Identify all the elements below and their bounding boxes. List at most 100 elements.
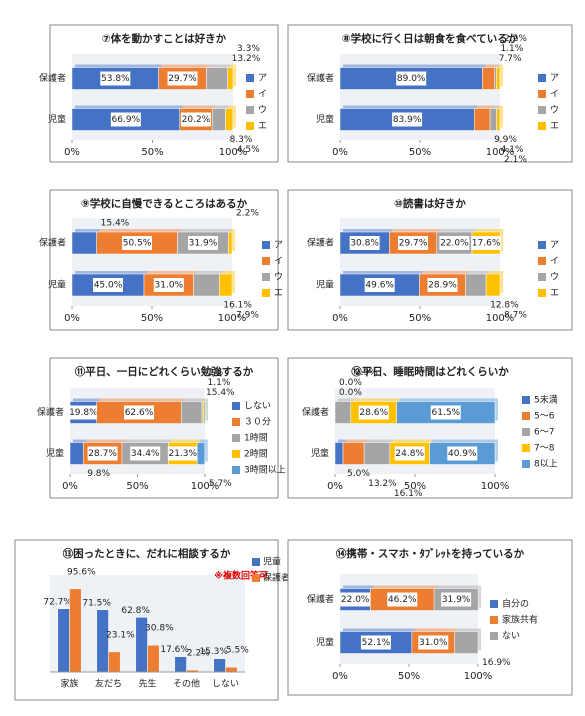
chart-title: ⑧学校に行く日は朝食を食べているか [342, 32, 519, 45]
label-box [153, 278, 184, 292]
x-tick-label: しない [212, 679, 239, 690]
legend-swatch [522, 428, 530, 436]
label-box [387, 592, 418, 607]
legend-swatch [262, 241, 270, 249]
legend-swatch [252, 574, 260, 582]
value-label: 71.5% [82, 598, 111, 608]
bar-shadow [230, 64, 236, 87]
x-tick-label: 家族 [60, 678, 78, 690]
value-label: 30.8% [350, 239, 379, 249]
chart-title: ⑩読書は好きか [394, 197, 466, 210]
value-label: 52.1% [362, 638, 391, 648]
legend-swatch [538, 241, 546, 249]
chart-title: ⑨学校に自慢できるところはあるか [81, 197, 248, 210]
bar [225, 666, 238, 673]
label-box [441, 592, 472, 607]
legend-swatch [246, 122, 254, 130]
legend-swatch [538, 106, 546, 114]
bar [203, 401, 206, 424]
legend-label: 1時間 [244, 433, 268, 444]
legend-swatch [232, 434, 240, 442]
value-label: 66.9% [112, 115, 141, 125]
value-label: 1.1% [208, 378, 231, 388]
legend-label: 3時間以上 [244, 465, 286, 476]
legend-label: エ [550, 289, 559, 299]
bar [334, 401, 352, 424]
legend-label: ３０分 [244, 417, 271, 428]
value-label: 28.6% [359, 408, 388, 418]
value-label: 28.7% [88, 449, 117, 459]
label-box [364, 278, 395, 292]
legend-swatch [262, 257, 270, 265]
label-box [100, 71, 131, 86]
value-label: 72.7% [43, 597, 72, 607]
label-box [122, 236, 153, 250]
legend-swatch [232, 418, 240, 426]
legend-swatch [522, 460, 530, 468]
legend-label: ア [550, 74, 559, 84]
bar [96, 609, 109, 673]
value-label: 28.9% [428, 281, 457, 291]
legend-swatch [538, 289, 546, 297]
bar [71, 231, 97, 255]
value-label: 30.8% [145, 624, 174, 634]
bar [57, 608, 70, 673]
bar [465, 273, 487, 297]
legend-label: ウ [550, 272, 559, 283]
value-label: 29.7% [168, 74, 197, 84]
value-label: 46.2% [388, 595, 417, 605]
bar-shadow [499, 105, 503, 128]
value-label: 5.7% [209, 479, 232, 489]
x-tick-label: 先生 [138, 678, 156, 690]
legend-label: イ [550, 257, 559, 267]
value-label: 17.6% [160, 645, 189, 655]
value-label: 8.3% [230, 135, 253, 145]
label-box [167, 71, 198, 86]
value-label: 95.6% [67, 567, 96, 577]
x-tick-label: 友だち [95, 678, 122, 690]
value-label: 3.3% [237, 44, 260, 54]
x-tick-label: 50% [141, 313, 163, 324]
label-box [110, 112, 141, 127]
label-box [396, 71, 427, 86]
legend-label: 7～8 [534, 444, 555, 454]
legend-swatch [232, 450, 240, 458]
value-label: 40.9% [448, 449, 477, 459]
bar [496, 108, 501, 131]
bar [213, 658, 226, 673]
x-tick-label: 0% [62, 481, 78, 492]
legend-swatch [246, 74, 254, 82]
bar-shadow [206, 398, 208, 421]
legend-label: イ [258, 90, 267, 100]
value-label: 31.0% [155, 281, 184, 291]
legend-label: 2時間 [244, 449, 268, 460]
bar-shadow [499, 64, 503, 87]
legend-swatch [538, 122, 546, 130]
label-box [167, 446, 198, 461]
bar [485, 273, 501, 297]
legend-swatch [490, 632, 498, 640]
y-tick-label: 児童 [316, 636, 334, 648]
label-box [427, 278, 458, 292]
y-tick-label: 児童 [316, 113, 334, 125]
value-label: 4.1% [501, 145, 524, 155]
bar [69, 442, 84, 465]
label-box [187, 236, 218, 250]
legend-swatch [232, 402, 240, 410]
x-tick-label: 0% [332, 313, 348, 324]
legend-label: イ [550, 90, 559, 100]
legend-label: 家族共有 [502, 614, 538, 626]
legend-label: ウ [550, 105, 559, 116]
x-tick-label: 0% [64, 147, 80, 158]
value-label: 53.8% [101, 74, 130, 84]
legend-label: ア [550, 241, 559, 251]
y-tick-label: 児童 [46, 447, 64, 459]
legend-swatch [538, 90, 546, 98]
bar-shadow [205, 398, 207, 421]
label-box [394, 446, 425, 461]
label-box [349, 236, 380, 250]
x-tick-label: 100% [481, 481, 510, 492]
legend-swatch [246, 90, 254, 98]
value-label: 9.9% [494, 135, 517, 145]
value-label: 49.6% [365, 281, 394, 291]
